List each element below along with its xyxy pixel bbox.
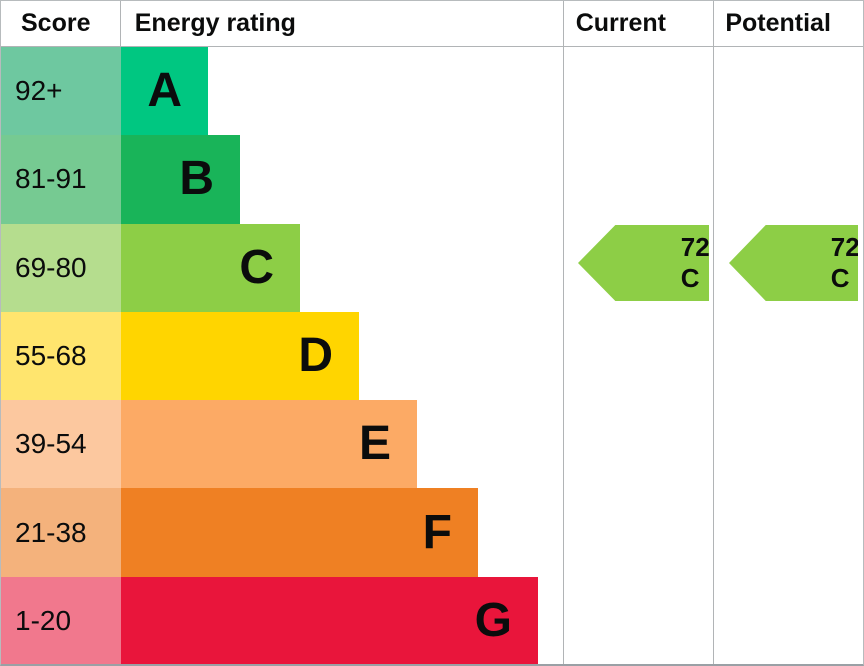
band-bar: B [121,135,240,224]
score-range: 92+ [1,47,121,136]
band-letter: C [239,240,274,294]
header-score: Score [1,1,121,46]
band-letter: G [474,593,512,647]
score-range: 39-54 [1,400,121,489]
band-row: 81-91 B [1,135,863,224]
band-rows: 92+ A 81-91 B 69-80 C 55-68 D 39-54 [1,47,863,664]
band-bar: E [121,400,417,489]
band-letter: E [358,417,391,471]
band-letter: B [179,152,214,206]
score-range: 21-38 [1,488,121,577]
band-row: 92+ A [1,47,863,136]
band-bar: G [121,576,538,664]
score-range: 69-80 [1,223,121,312]
band-letter: D [298,328,333,382]
score-range: 81-91 [1,135,121,224]
band-bar: A [121,47,208,136]
band-letter: A [147,64,182,118]
header-current: Current [575,9,666,37]
score-range: 55-68 [1,311,121,401]
band-row: 69-80 C [1,223,863,312]
band-row: 39-54 E [1,400,863,489]
table-header: Score Energy rating Current Potential [1,1,863,47]
divider-current-column [563,1,564,664]
band-row: 21-38 F [1,488,863,577]
band-bar: F [121,488,478,577]
band-letter: F [422,505,452,559]
potential-rating-label: 72 C [830,232,860,293]
band-bar: C [121,223,300,312]
score-range: 1-20 [1,576,121,664]
divider-potential-column [713,1,714,664]
band-bar: D [121,311,359,401]
header-energy-rating: Energy rating [134,9,296,37]
band-row: 1-20 G [1,576,863,664]
current-rating-label: 72 C [680,232,710,293]
header-potential: Potential [725,9,831,37]
band-row: 55-68 D [1,311,863,401]
